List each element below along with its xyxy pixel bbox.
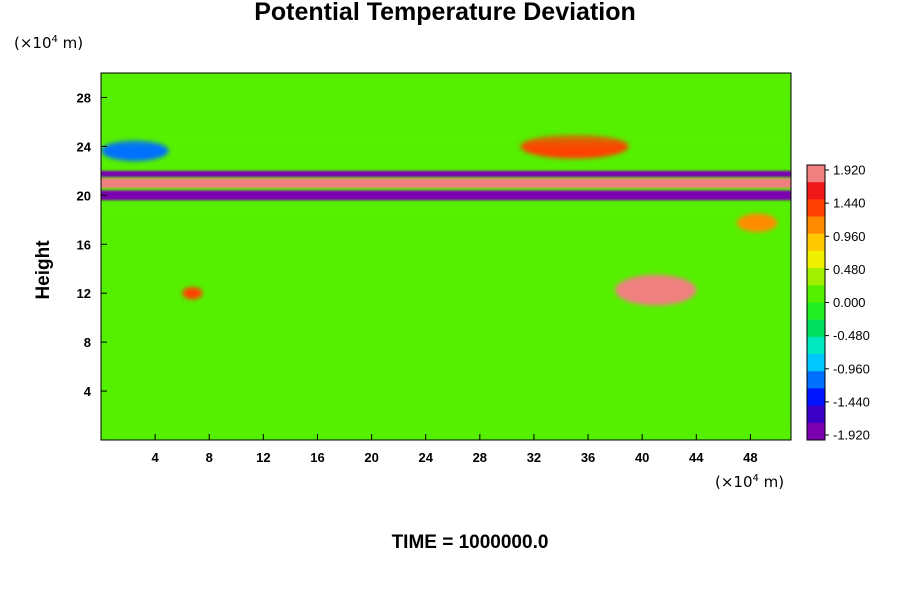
heatmap-feature	[736, 213, 778, 233]
heatmap-field	[101, 73, 791, 440]
x-tick-label: 12	[256, 450, 270, 465]
y-tick-label: 24	[77, 139, 92, 154]
x-tick-label: 28	[473, 450, 487, 465]
colorbar-swatch	[807, 165, 825, 183]
x-tick-label: 44	[689, 450, 704, 465]
x-tick-label: 32	[527, 450, 541, 465]
colorbar-tick-label: -0.960	[833, 361, 870, 376]
x-tick-label: 8	[206, 450, 213, 465]
heatmap-feature	[101, 73, 791, 135]
colorbar-swatch	[807, 371, 825, 389]
colorbar-swatch	[807, 250, 825, 269]
colorbar-swatch	[807, 285, 825, 303]
colorbar: 1.920 1.440 0.960 0.480 0.000 -0.480 -0.960 -1.…	[806, 163, 870, 443]
x-tick-label: 20	[364, 450, 378, 465]
colorbar-swatch	[807, 319, 825, 338]
x-tick-label: 4	[152, 450, 160, 465]
x-tick-label: 48	[743, 450, 757, 465]
heatmap-feature	[520, 134, 629, 159]
chart-title: Potential Temperature Deviation	[254, 0, 636, 26]
y-tick-label: 12	[77, 286, 91, 301]
y-tick-label: 8	[84, 335, 91, 350]
x-tick-label: 40	[635, 450, 649, 465]
colorbar-swatch	[807, 268, 825, 286]
colorbar-tick-label: 1.920	[833, 163, 866, 178]
colorbar-tick-label: -1.920	[833, 428, 870, 443]
colorbar-tick-label: -1.440	[833, 394, 870, 409]
colorbar-tick-label: 0.000	[833, 295, 866, 310]
heatmap-feature	[101, 178, 791, 188]
x-tick-label: 24	[418, 450, 433, 465]
y-tick-label: 20	[77, 188, 91, 203]
y-tick-label: 16	[77, 237, 91, 252]
colorbar-swatch	[807, 233, 825, 252]
colorbar-tick-label: 0.960	[833, 229, 866, 244]
colorbar-swatch	[807, 422, 825, 441]
heatmap-feature	[101, 170, 791, 177]
colorbar-swatch	[807, 388, 825, 407]
heatmap-feature	[101, 190, 791, 201]
colorbar-swatch	[807, 199, 825, 218]
colorbar-swatch	[807, 302, 825, 321]
colorbar-tick-label: -0.480	[833, 328, 870, 343]
y-unit-label: (×104 m)	[14, 34, 84, 52]
heatmap-feature	[101, 207, 791, 440]
colorbar-swatch	[807, 405, 825, 424]
heatmap-feature	[101, 140, 169, 162]
y-axis: 4 8 12 16 20 24 28	[77, 90, 107, 399]
colorbar-swatch	[807, 336, 825, 355]
colorbar-swatch	[807, 216, 825, 235]
heatmap-feature	[615, 274, 697, 306]
colorbar-swatch	[807, 354, 825, 372]
time-label: TIME = 1000000.0	[391, 532, 549, 553]
y-tick-label: 4	[84, 384, 92, 399]
x-tick-label: 36	[581, 450, 595, 465]
colorbar-tick-label: 0.480	[833, 262, 866, 277]
x-axis: 4 8 12 16 20 24 28 32 36 40 44 48	[152, 434, 758, 465]
y-tick-label: 28	[77, 90, 91, 105]
heatmap-feature	[182, 287, 203, 300]
x-unit-label: (×104 m)	[715, 473, 785, 491]
plot-frame	[100, 72, 792, 441]
colorbar-swatch	[807, 182, 825, 200]
colorbar-tick-label: 1.440	[833, 196, 866, 211]
x-tick-label: 16	[310, 450, 324, 465]
